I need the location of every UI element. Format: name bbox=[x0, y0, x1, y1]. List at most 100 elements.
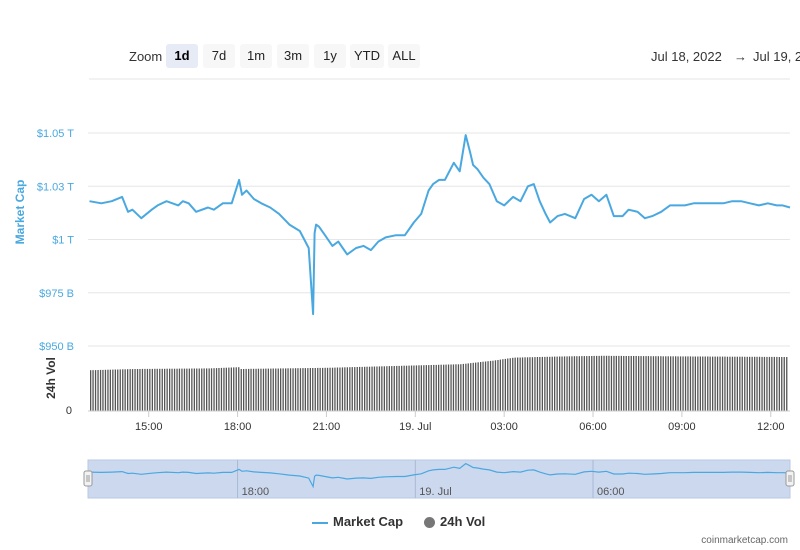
volume-bar bbox=[131, 369, 134, 411]
zoom-1m-button[interactable]: 1m bbox=[240, 44, 272, 68]
volume-bar bbox=[430, 365, 432, 411]
zoom-1y-button[interactable]: 1y bbox=[314, 44, 346, 68]
volume-bar bbox=[593, 355, 595, 411]
volume-bar bbox=[166, 368, 168, 411]
volume-bar bbox=[536, 357, 539, 411]
volume-bar bbox=[119, 369, 121, 411]
zoom-7d-button[interactable]: 7d bbox=[203, 44, 235, 68]
volume-bar bbox=[778, 357, 780, 411]
volume-bar bbox=[462, 363, 464, 411]
volume-bar bbox=[208, 368, 210, 411]
volume-bar bbox=[684, 356, 687, 411]
x-tick-label: 12:00 bbox=[757, 421, 785, 433]
volume-bar bbox=[502, 359, 504, 411]
x-tick-label: 06:00 bbox=[579, 421, 607, 433]
navigator-left-handle[interactable] bbox=[83, 470, 93, 487]
volume-bar bbox=[225, 367, 227, 411]
volume-bar bbox=[373, 366, 376, 411]
market-cap-series-line bbox=[89, 134, 791, 316]
volume-bar bbox=[122, 369, 124, 411]
volume-bar bbox=[741, 356, 743, 411]
volume-bar bbox=[561, 356, 563, 411]
volume-bar bbox=[90, 370, 92, 411]
volume-bar bbox=[243, 369, 245, 411]
volume-bar bbox=[563, 356, 566, 411]
volume-bar bbox=[415, 365, 418, 411]
zoom-ytd-button[interactable]: YTD bbox=[350, 44, 384, 68]
volume-bar bbox=[497, 360, 499, 411]
volume-bar bbox=[354, 367, 356, 411]
navigator-selection[interactable] bbox=[87, 459, 791, 499]
volume-bar bbox=[729, 356, 731, 411]
volume-bar bbox=[420, 365, 422, 411]
volume-bar bbox=[465, 363, 467, 411]
volume-bar bbox=[408, 365, 410, 411]
volume-bar bbox=[635, 356, 637, 411]
volume-bar bbox=[299, 368, 302, 411]
legend-market-cap-label: Market Cap bbox=[333, 514, 404, 529]
volume-bar bbox=[151, 368, 153, 411]
volume-bar bbox=[149, 368, 151, 411]
date-from-input[interactable]: Jul 18, 2022 bbox=[651, 49, 722, 64]
volume-bar bbox=[230, 367, 232, 411]
volume-bar bbox=[771, 356, 773, 411]
volume-bar bbox=[220, 367, 223, 411]
volume-bar bbox=[620, 355, 622, 411]
legend-volume[interactable]: 24h Vol bbox=[424, 514, 485, 529]
volume-bar bbox=[102, 369, 104, 411]
volume-bar bbox=[159, 368, 161, 411]
y-tick-label: $1.05 T bbox=[37, 128, 74, 140]
zoom-3m-button[interactable]: 3m bbox=[277, 44, 309, 68]
volume-bar bbox=[608, 355, 610, 411]
volume-bar bbox=[289, 368, 292, 411]
volume-bar bbox=[403, 365, 405, 411]
volume-bar bbox=[531, 357, 534, 411]
volume-bar bbox=[391, 366, 393, 411]
y-axis-ticks: $950 B $975 B $1 T $1.03 T $1.05 T bbox=[37, 128, 74, 353]
volume-bar bbox=[504, 358, 506, 411]
volume-bar bbox=[428, 365, 430, 411]
volume-bar bbox=[223, 367, 225, 411]
volume-bars bbox=[88, 345, 790, 411]
volume-bar bbox=[605, 355, 608, 411]
navigator-right-handle[interactable] bbox=[785, 470, 795, 487]
volume-bar bbox=[297, 368, 299, 411]
volume-bar bbox=[107, 369, 109, 411]
volume-bar bbox=[480, 362, 482, 411]
volume-bar bbox=[285, 368, 287, 411]
volume-bar bbox=[467, 363, 469, 411]
zoom-1d-button[interactable]: 1d bbox=[166, 44, 198, 68]
legend-market-cap[interactable]: Market Cap bbox=[312, 514, 403, 529]
volume-bar bbox=[734, 356, 736, 411]
volume-bar bbox=[275, 368, 277, 411]
volume-bar bbox=[161, 368, 163, 411]
navigator[interactable]: 18:00 19. Jul 06:00 bbox=[83, 459, 795, 499]
volume-bar bbox=[773, 356, 775, 411]
date-to-input[interactable]: Jul 19, 2 bbox=[753, 49, 800, 64]
credit-link[interactable]: coinmarketcap.com bbox=[701, 535, 788, 546]
volume-bar bbox=[319, 367, 321, 411]
volume-bar bbox=[270, 368, 272, 411]
volume-bar bbox=[198, 368, 200, 411]
volume-bar bbox=[603, 355, 605, 411]
range-toolbar: Zoom 1d 7d 1m 3m 1y YTD ALL Jul 18, 2022… bbox=[0, 44, 800, 68]
volume-bar bbox=[647, 356, 650, 411]
volume-bar bbox=[512, 357, 514, 411]
volume-bar bbox=[292, 368, 294, 411]
volume-bar bbox=[173, 368, 176, 411]
zoom-all-button[interactable]: ALL bbox=[388, 44, 420, 68]
volume-bar bbox=[181, 368, 183, 411]
volume-bar bbox=[786, 357, 788, 411]
volume-bar bbox=[398, 365, 400, 411]
volume-bar bbox=[751, 356, 753, 411]
volume-bar bbox=[169, 368, 171, 411]
volume-bar bbox=[188, 368, 190, 411]
volume-bar bbox=[689, 356, 692, 411]
volume-bar bbox=[600, 355, 603, 411]
volume-bar bbox=[312, 368, 314, 411]
volume-bar bbox=[768, 356, 771, 411]
volume-bar bbox=[573, 356, 576, 411]
volume-bar bbox=[104, 369, 107, 411]
volume-bar bbox=[682, 356, 684, 411]
volume-bar bbox=[218, 368, 220, 411]
